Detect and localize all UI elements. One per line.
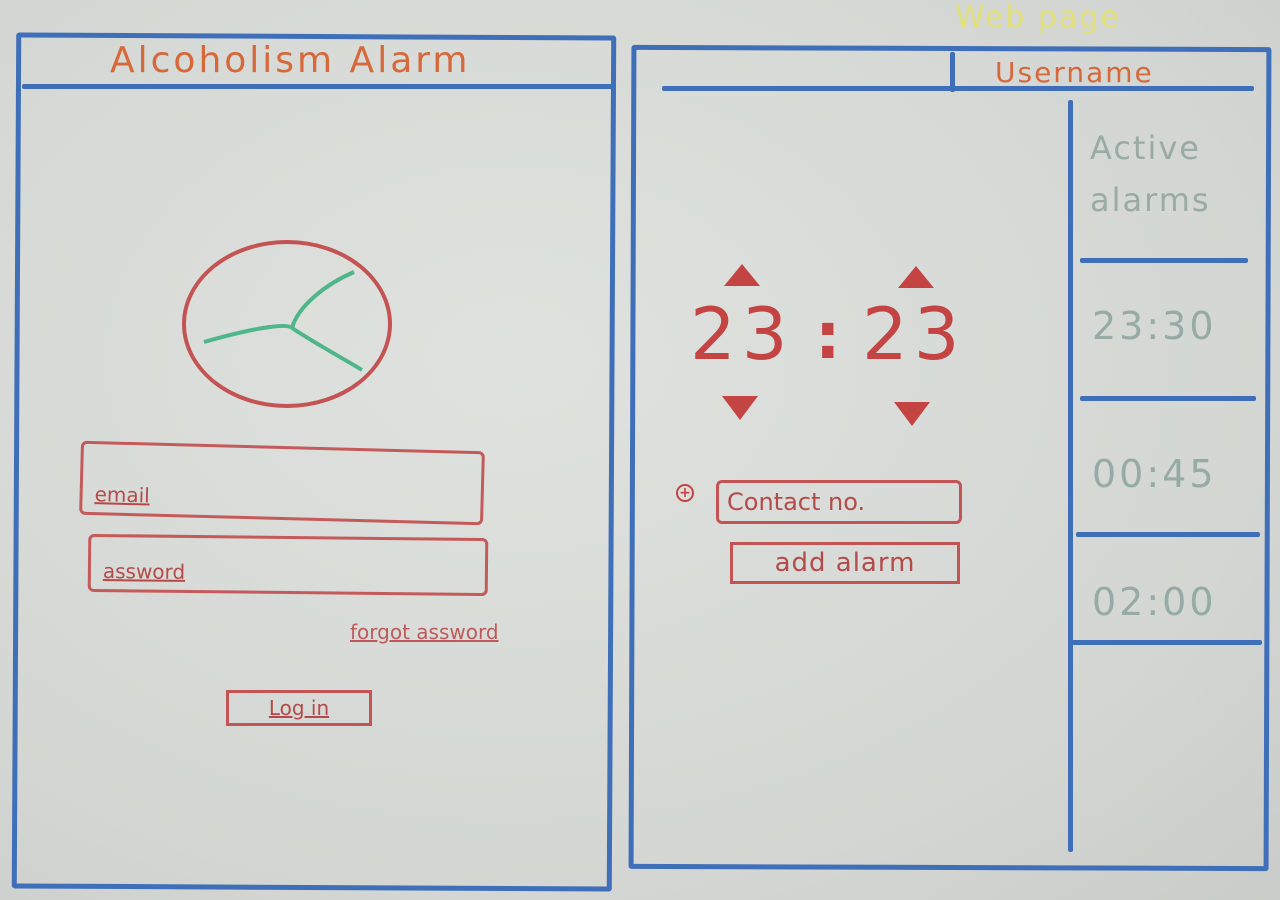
username-label[interactable]: Username	[995, 56, 1154, 89]
hours-value[interactable]: 23	[690, 292, 794, 376]
plus-icon[interactable]: +	[676, 484, 694, 502]
sheet-label: Web page	[955, 0, 1121, 35]
contact-number-field[interactable]: Contact no.	[716, 480, 962, 524]
alarm-list-item[interactable]: 02:00	[1092, 580, 1217, 624]
sidebar-divider	[1068, 100, 1073, 852]
minute-up-arrow-icon[interactable]	[898, 266, 934, 288]
logo-icon	[182, 240, 392, 408]
sidebar-separator	[1080, 258, 1248, 263]
heading-line-2: alarms	[1090, 181, 1211, 219]
login-header-divider	[22, 84, 616, 89]
add-alarm-button[interactable]: add alarm	[730, 542, 960, 584]
app-title: Alcoholism Alarm	[110, 40, 471, 81]
sidebar-separator	[1076, 532, 1260, 537]
sidebar-separator	[1072, 640, 1262, 645]
contact-placeholder: Contact no.	[727, 488, 866, 516]
hour-down-arrow-icon[interactable]	[722, 396, 758, 420]
minutes-value[interactable]: 23	[862, 292, 966, 376]
username-divider	[950, 52, 955, 92]
password-field[interactable]: assword	[87, 533, 489, 597]
login-button[interactable]: Log in	[226, 690, 372, 726]
alarm-list-item[interactable]: 23:30	[1092, 304, 1217, 348]
active-alarms-heading: Active alarms	[1090, 122, 1250, 226]
sidebar-separator	[1080, 396, 1256, 401]
time-separator: :	[815, 300, 841, 374]
email-placeholder: email	[94, 482, 151, 508]
heading-line-1: Active	[1090, 129, 1201, 167]
password-placeholder: assword	[102, 559, 186, 584]
hour-up-arrow-icon[interactable]	[724, 264, 760, 286]
email-field[interactable]: email	[79, 440, 485, 526]
forgot-password-link[interactable]: forgot assword	[350, 620, 499, 644]
minute-down-arrow-icon[interactable]	[894, 402, 930, 426]
alarm-list-item[interactable]: 00:45	[1092, 452, 1217, 496]
alarm-header-divider	[662, 86, 1254, 91]
